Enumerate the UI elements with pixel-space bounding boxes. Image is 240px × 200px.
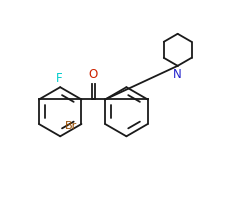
Text: N: N <box>173 68 182 81</box>
Text: F: F <box>56 72 62 85</box>
Text: O: O <box>89 68 98 81</box>
Text: Br: Br <box>65 121 77 131</box>
